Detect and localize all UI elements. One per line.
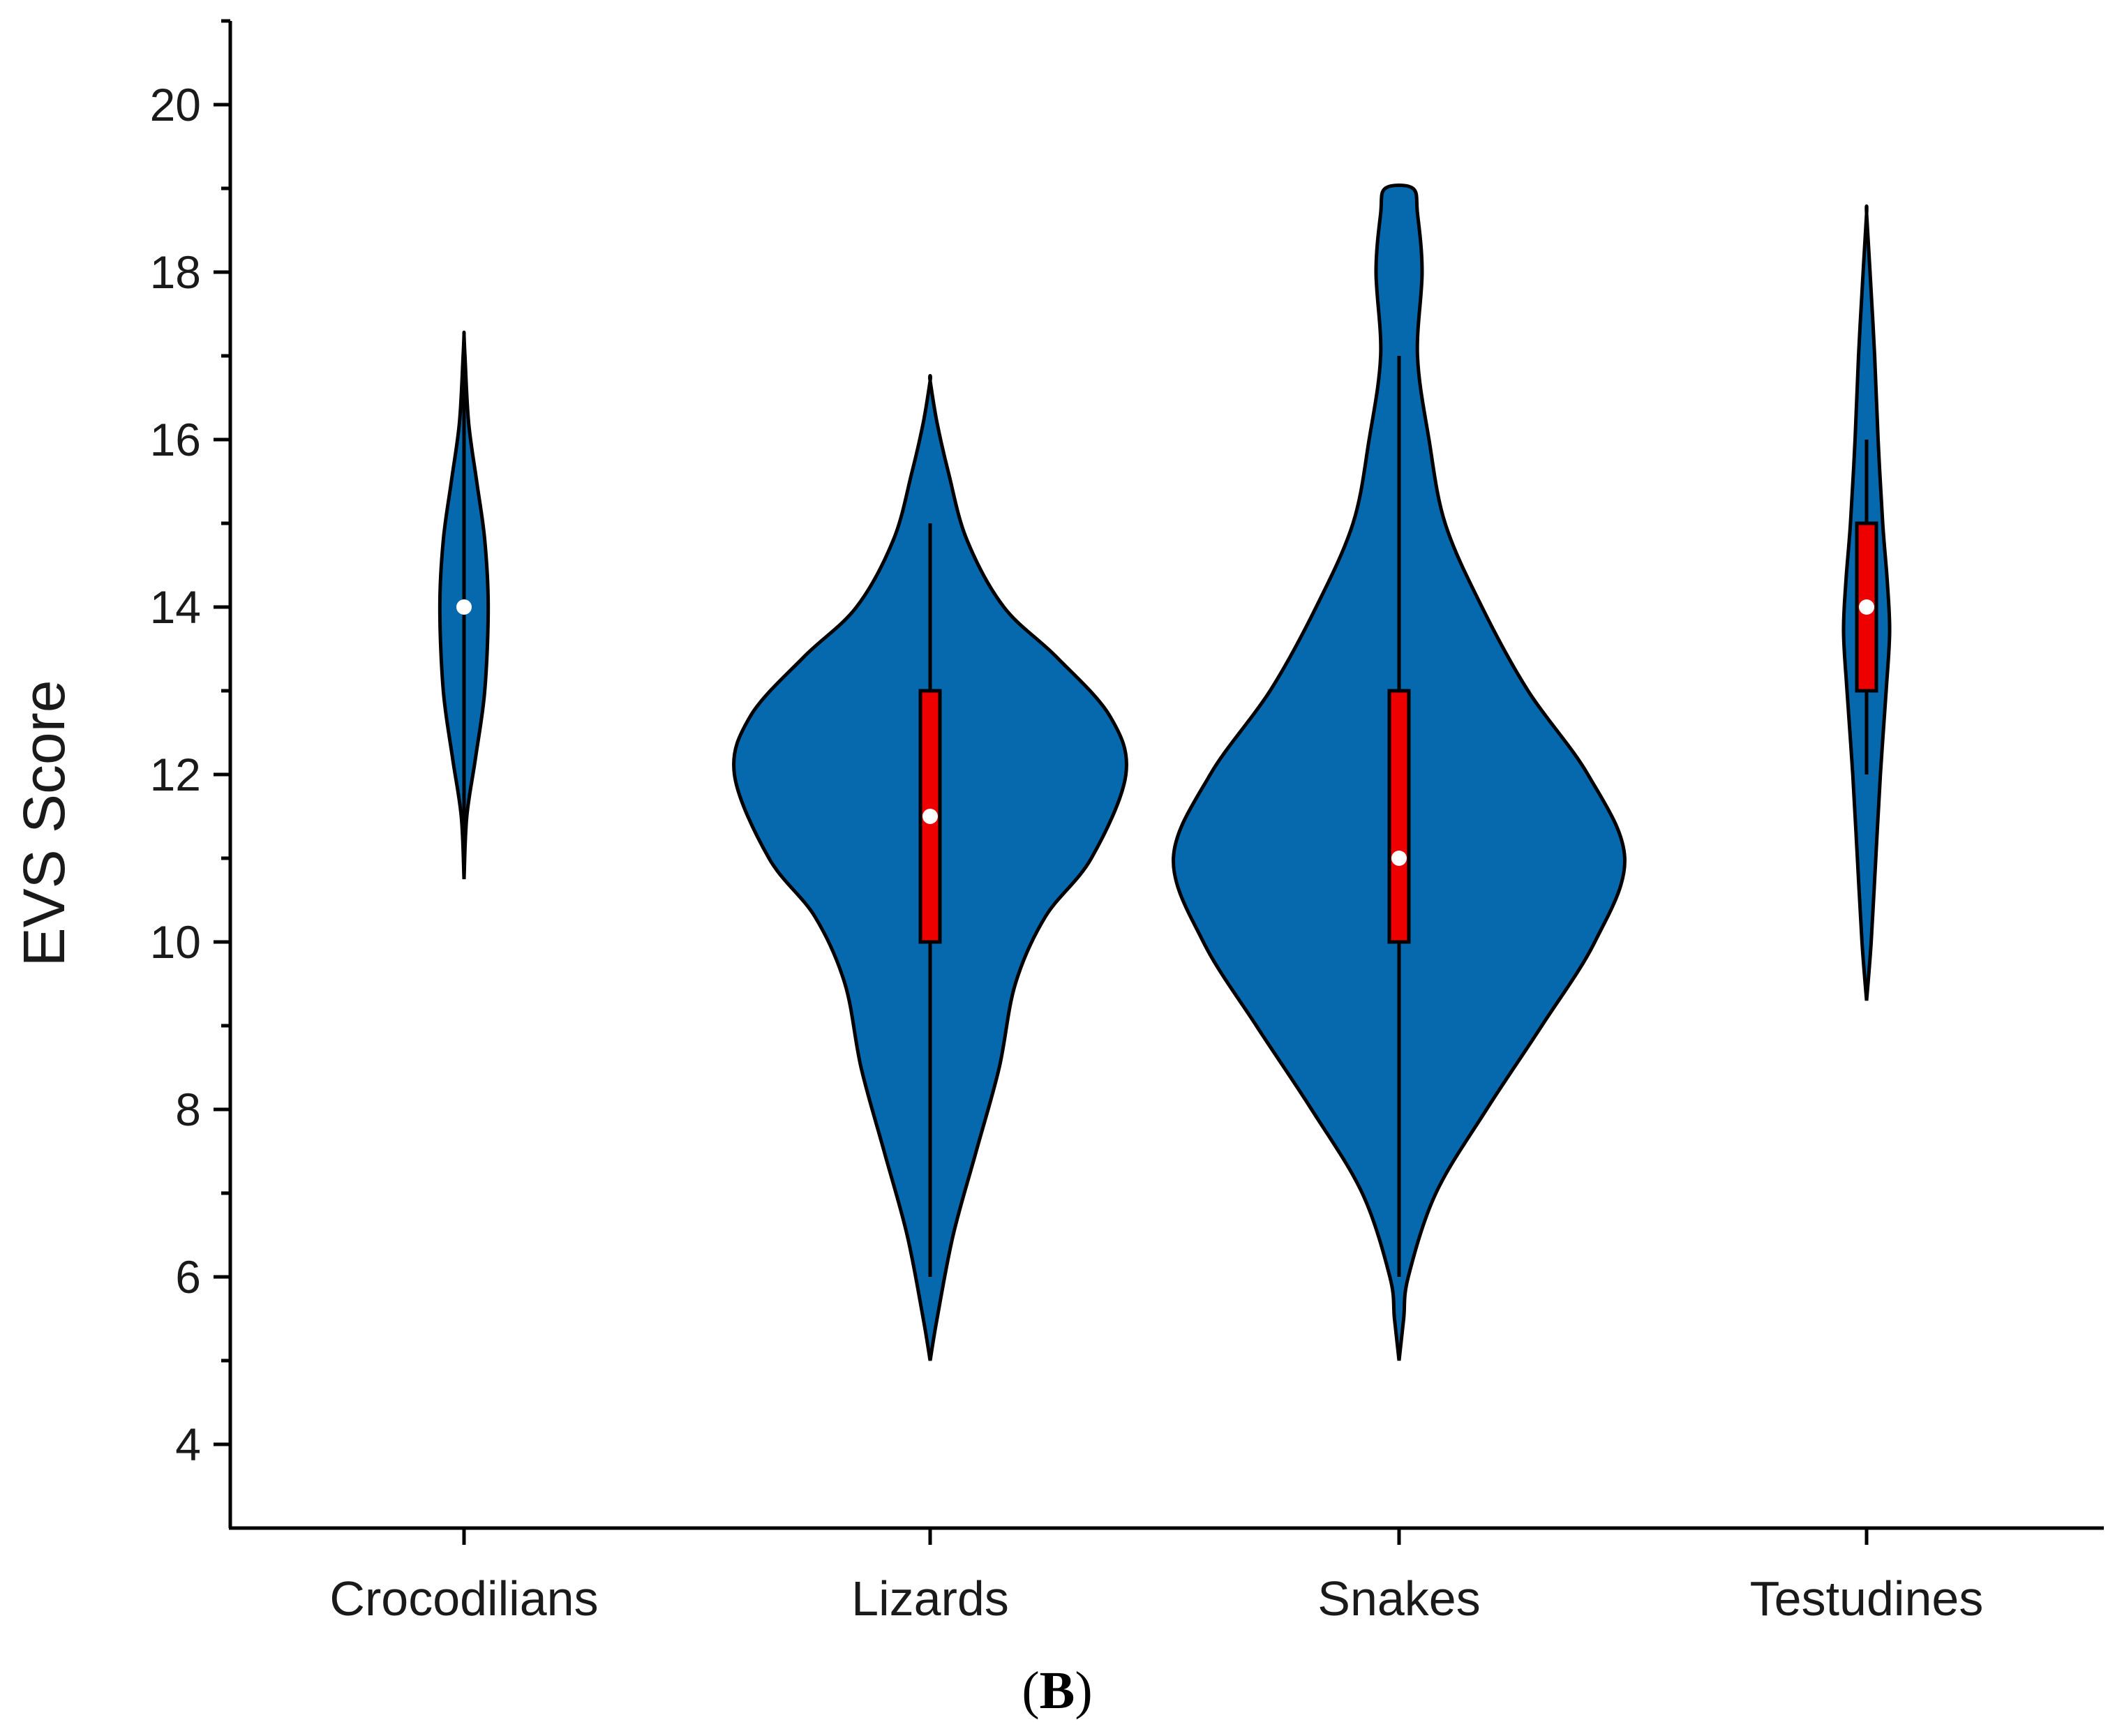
violins-layer: [438, 184, 1892, 1361]
axes-layer: 4 6 8 10 12 14 16 18 20 Crocodilians Lizards Snakes…: [150, 19, 2104, 1626]
box-snakes: [1387, 689, 1411, 944]
y-tick-label: 8: [175, 1084, 201, 1135]
y-tick-label: 16: [150, 414, 201, 465]
x-tick-label-testudines: Testudines: [1750, 1571, 1984, 1626]
x-tick-label-snakes: Snakes: [1317, 1571, 1480, 1626]
y-tick-label: 6: [175, 1251, 201, 1303]
y-tick-label: 18: [150, 246, 201, 298]
x-tick-label-lizards: Lizards: [851, 1571, 1009, 1626]
median-lizards: [922, 809, 938, 824]
median-snakes: [1391, 851, 1407, 866]
panel-letter: B: [1040, 1661, 1075, 1720]
median-crocodilians: [456, 599, 472, 615]
y-axis-title: EVS Score: [11, 680, 77, 967]
x-tick-label-crocodilians: Crocodilians: [329, 1571, 598, 1626]
y-tick-label: 20: [150, 79, 201, 130]
median-testudines: [1859, 599, 1874, 615]
y-tick-label: 14: [150, 581, 201, 633]
y-tick-label: 10: [150, 916, 201, 968]
y-tick-label: 4: [175, 1419, 201, 1470]
y-tick-label: 12: [150, 749, 201, 800]
panel-label: (B): [1022, 1661, 1092, 1720]
